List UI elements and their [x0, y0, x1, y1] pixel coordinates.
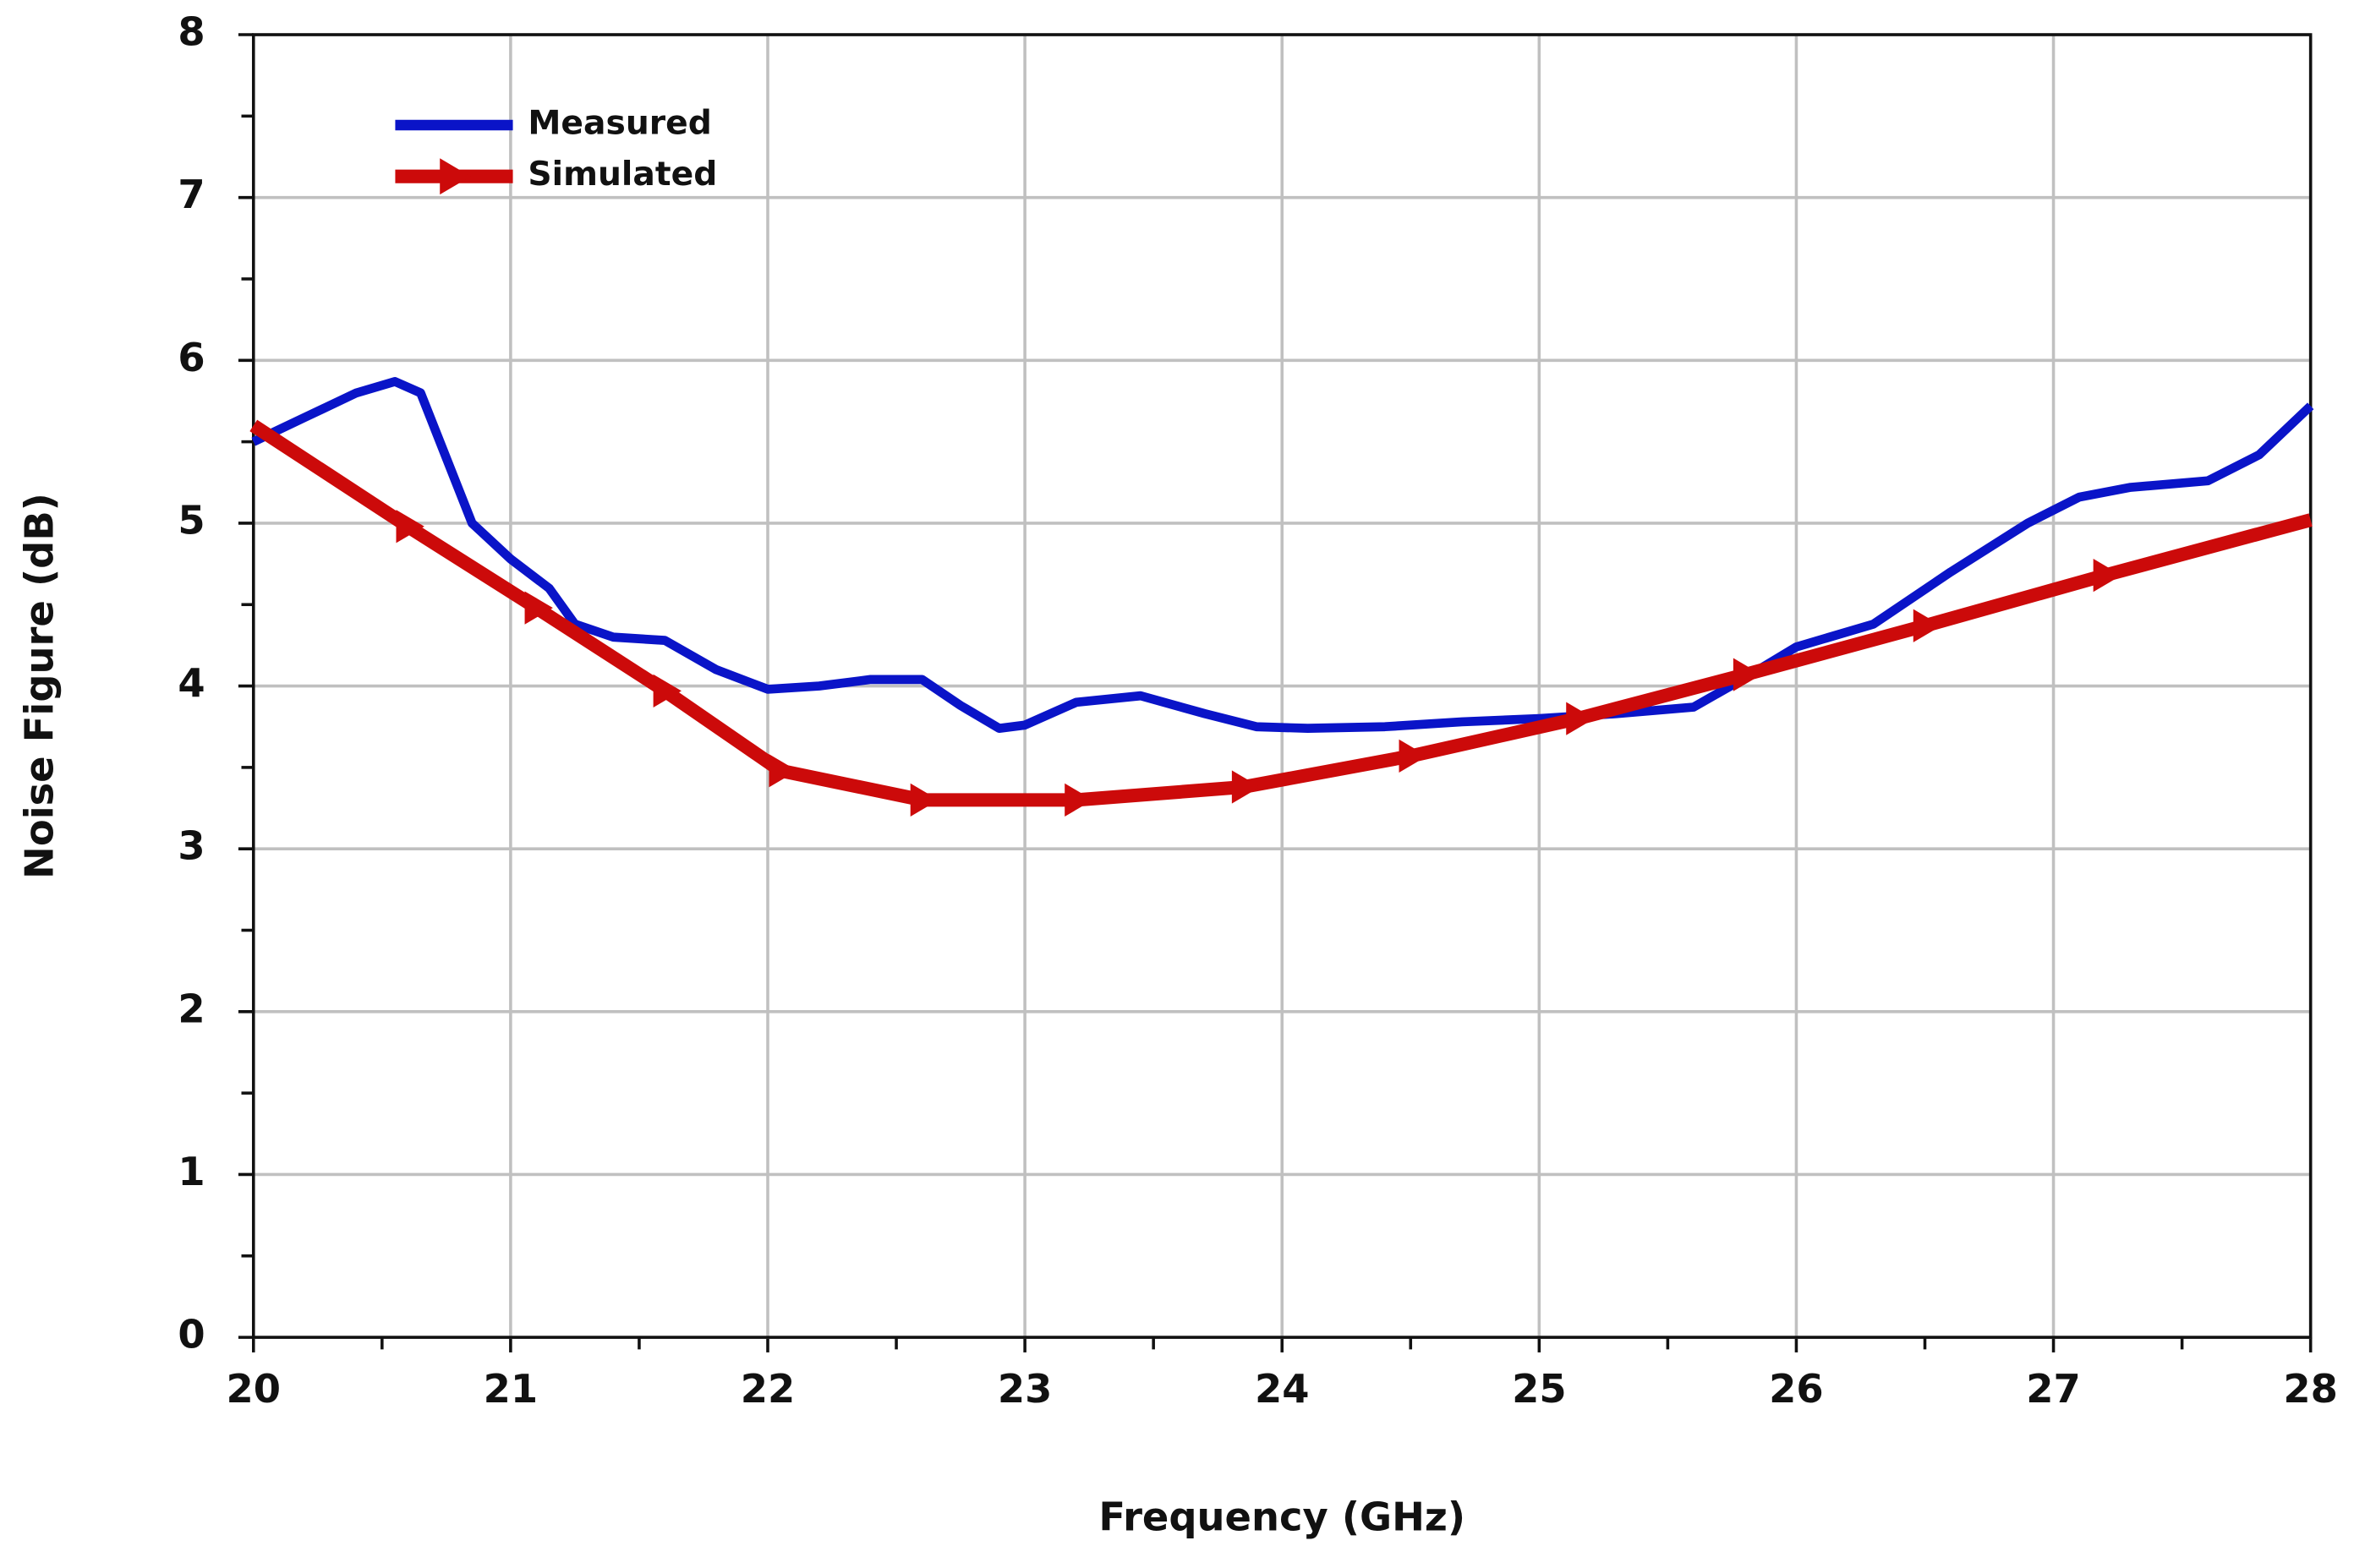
marker — [1913, 609, 1942, 642]
plot-frame — [251, 33, 2313, 1339]
x-tick-label: 21 — [484, 1366, 539, 1412]
y-tick-label: 0 — [178, 1312, 205, 1358]
y-tick-label: 8 — [178, 9, 205, 55]
marker — [910, 783, 939, 817]
y-tick-label: 7 — [178, 172, 205, 217]
y-tick-label: 2 — [178, 986, 205, 1031]
series-line — [251, 376, 2314, 733]
x-tick-label: 23 — [998, 1366, 1053, 1412]
x-tick-label: 25 — [1512, 1366, 1567, 1412]
series-line — [249, 419, 2313, 807]
x-tick-label: 22 — [741, 1366, 796, 1412]
marker — [1399, 739, 1427, 773]
marker — [2093, 558, 2122, 593]
legend-label: Measured — [528, 105, 711, 143]
legend-marker — [440, 158, 471, 195]
marker — [1566, 702, 1595, 735]
marker — [1733, 658, 1762, 691]
x-tick-label: 27 — [2026, 1366, 2081, 1412]
y-tick-label: 4 — [178, 660, 205, 706]
legend-label: Simulated — [528, 156, 717, 194]
marker — [396, 510, 424, 544]
marker — [769, 754, 797, 788]
x-tick-label: 20 — [227, 1366, 282, 1412]
marker — [653, 674, 682, 708]
y-tick-label: 6 — [178, 335, 205, 380]
marker — [1231, 770, 1261, 804]
x-tick-label: 28 — [2283, 1366, 2338, 1412]
marker — [524, 591, 553, 625]
y-tick-label: 3 — [178, 823, 205, 869]
y-tick-label: 1 — [178, 1149, 205, 1194]
y-axis-label: Noise Figure (dB) — [17, 493, 63, 879]
marker — [1065, 783, 1093, 817]
x-tick-label: 26 — [1769, 1366, 1824, 1412]
y-tick-label: 5 — [178, 497, 205, 543]
x-axis-label: Frequency (GHz) — [1098, 1494, 1465, 1539]
x-tick-label: 24 — [1255, 1366, 1310, 1412]
